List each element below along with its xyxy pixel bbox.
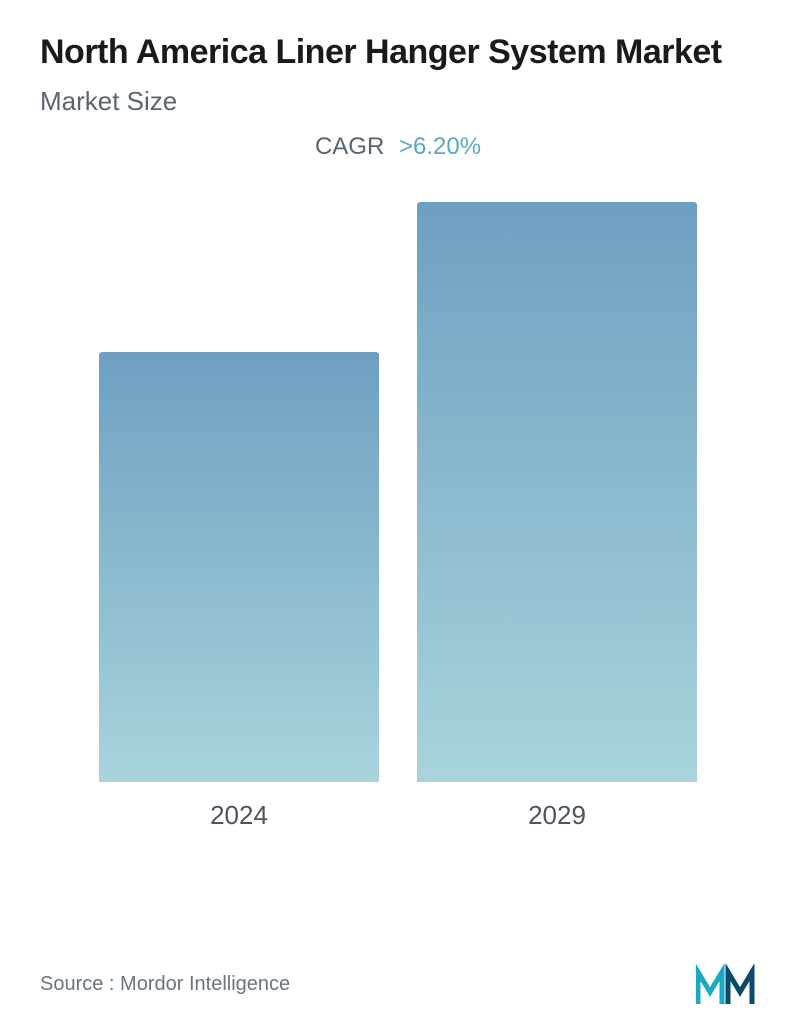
bar-group: 2029 — [417, 202, 697, 831]
chart-subtitle: Market Size — [40, 86, 756, 117]
source-text: Source : Mordor Intelligence — [40, 973, 290, 996]
logo — [696, 964, 756, 1004]
cagr-label: CAGR — [315, 133, 384, 160]
footer: Source : Mordor Intelligence — [40, 964, 756, 1004]
logo-icon — [696, 964, 756, 1004]
cagr-value: >6.20% — [399, 133, 481, 160]
cagr-row: CAGR >6.20% — [40, 133, 756, 161]
bar — [99, 352, 379, 782]
chart-title: North America Liner Hanger System Market — [40, 30, 756, 74]
bar-label: 2029 — [528, 800, 586, 831]
chart-area: 2024 2029 — [40, 221, 756, 831]
bar-group: 2024 — [99, 352, 379, 831]
bar-label: 2024 — [210, 800, 268, 831]
source-name: Mordor Intelligence — [120, 973, 290, 995]
bar — [417, 202, 697, 782]
source-label: Source : — [40, 973, 114, 995]
